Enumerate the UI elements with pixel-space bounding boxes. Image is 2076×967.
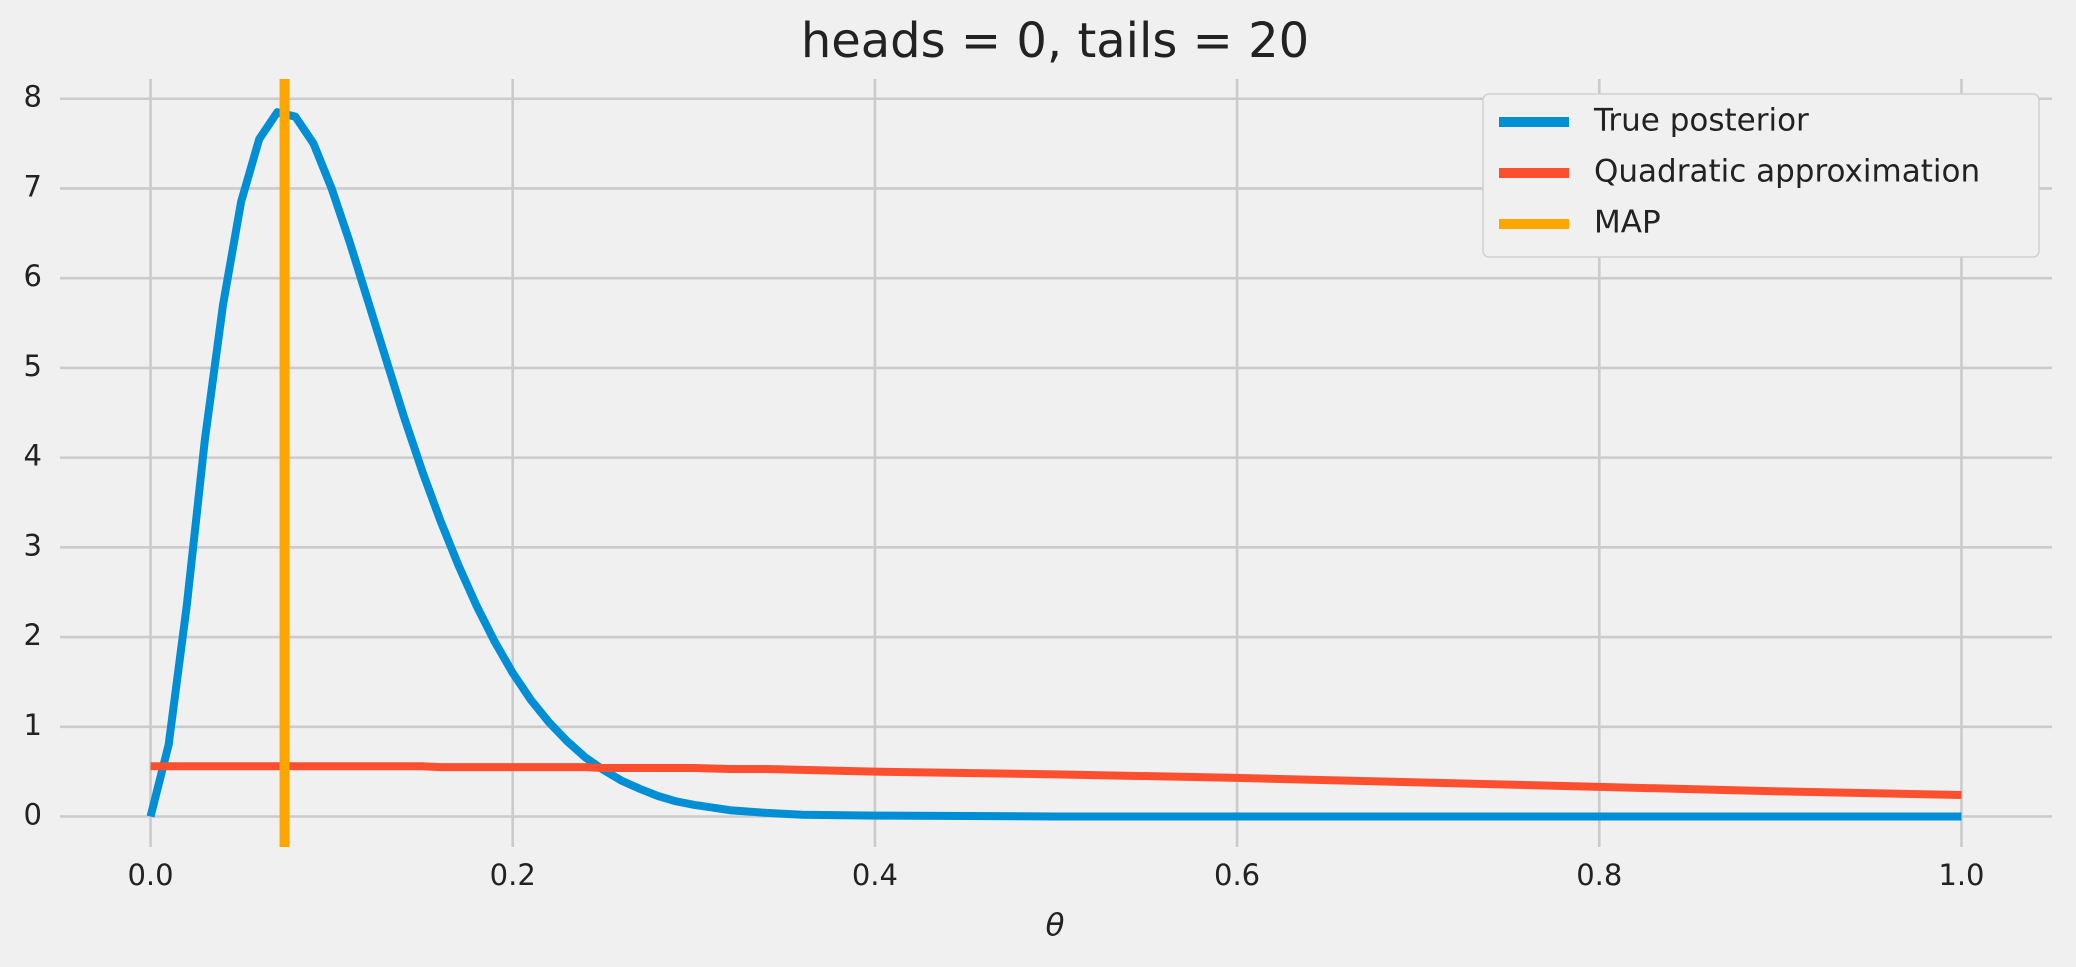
y-tick-label: 5 [24,349,42,383]
y-tick-label: 1 [24,708,42,742]
legend-label: True posterior [1593,103,1809,139]
x-tick-label: 0.8 [1576,858,1622,892]
y-tick-label: 7 [24,169,42,203]
legend-box [1482,93,2040,258]
x-tick-label: 1.0 [1938,858,1984,892]
x-tick-label: 0.6 [1214,858,1260,892]
y-tick-label: 6 [24,259,42,293]
x-tick-label: 0.4 [852,858,898,892]
legend: True posterior Quadratic approximation MAP [1482,93,2040,258]
legend-label: MAP [1594,205,1661,241]
series-line [146,108,1962,821]
chart-title: heads = 0, tails = 20 [801,13,1309,69]
series-line [150,762,1962,799]
y-tick-label: 2 [24,618,42,652]
x-axis-label: θ [1046,908,1065,944]
y-tick-label: 4 [24,439,42,473]
x-tick-label: 0.0 [127,858,173,892]
x-tick-label: 0.2 [490,858,536,892]
y-tick-label: 3 [24,528,42,562]
y-tick-label: 0 [24,797,42,831]
y-tick-label: 8 [24,80,42,114]
legend-label: Quadratic approximation [1594,154,1980,190]
